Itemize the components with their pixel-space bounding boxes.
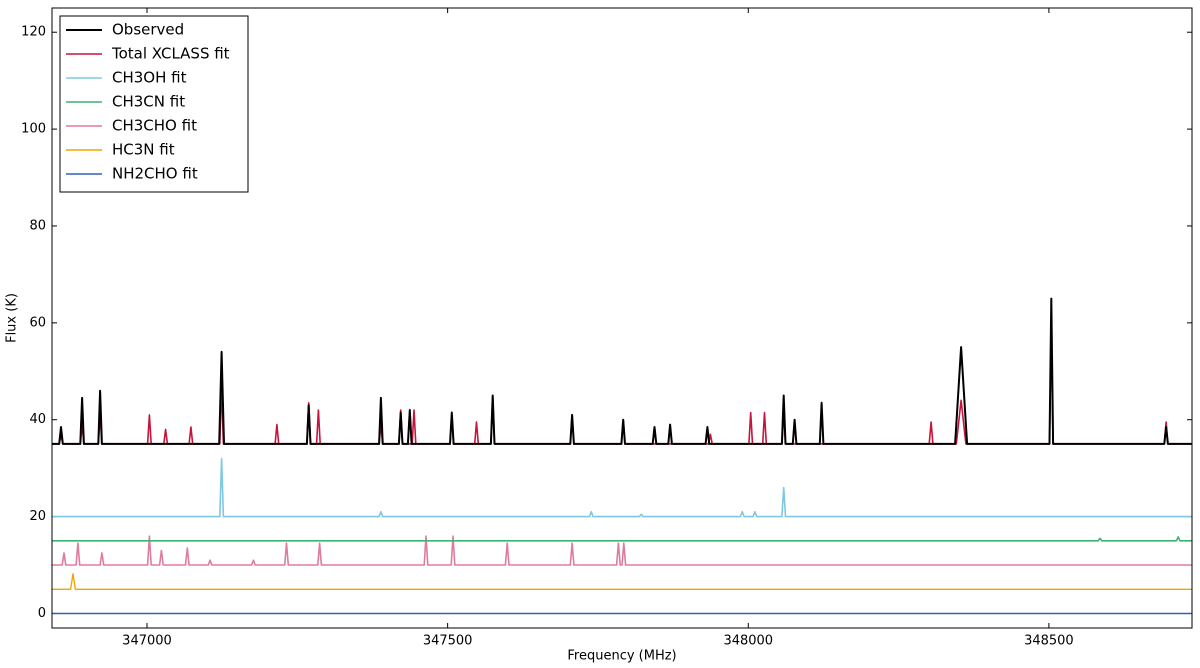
legend-label: CH3OH fit [112,69,187,87]
y-tick-label: 120 [21,25,46,40]
legend: Observed Total XCLASS fit CH3OH fit CH3CN f… [59,15,249,193]
series-line [52,573,1192,590]
x-axis-label: Frequency (MHz) [567,649,676,664]
y-tick-label: 80 [29,218,46,233]
x-tick-label: 347000 [122,634,172,649]
x-tick-label: 348500 [1024,634,1074,649]
x-tick-label: 348000 [723,634,773,649]
series-line [52,536,1192,542]
legend-label: NH2CHO fit [112,165,198,183]
y-tick-label: 40 [29,412,46,427]
y-tick-label: 0 [38,606,46,621]
x-tick-label: 347500 [423,634,473,649]
series-line [52,457,1192,518]
plot-frame [51,7,1193,629]
legend-label: Observed [112,21,184,39]
y-tick-label: 60 [29,315,46,330]
legend-box [59,15,249,193]
y-tick-label: 100 [21,122,46,137]
series-line [52,535,1192,566]
y-axis-label: Flux (K) [5,293,20,343]
legend-label: HC3N fit [112,141,175,159]
legend-label: CH3CN fit [112,93,185,111]
legend-label: CH3CHO fit [112,117,197,135]
y-tick-label: 20 [29,509,46,524]
series-line [52,297,1192,445]
legend-label: Total XCLASS fit [111,45,230,63]
